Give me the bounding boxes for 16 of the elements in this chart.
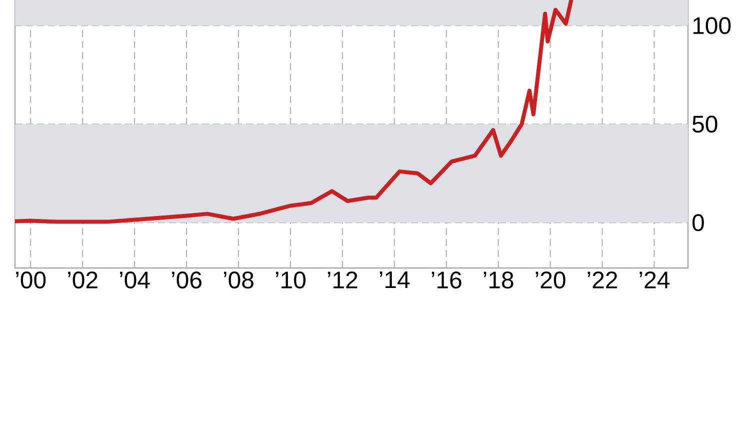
x-tick-label: ’10 [276, 272, 306, 289]
y-tick-label: 50 [692, 116, 718, 133]
x-tick-label: ’14 [380, 272, 410, 288]
x-tick-label: ’24 [640, 272, 670, 288]
y-tick-label: 100 [693, 17, 731, 34]
x-tick-label: ’12 [328, 272, 358, 288]
x-tick-label: ’20 [536, 272, 566, 289]
x-tick-label: ’02 [68, 272, 98, 289]
x-tick-label: ’04 [120, 272, 150, 289]
y-tick-label: 0 [692, 214, 704, 232]
x-tick-label: ’22 [588, 272, 618, 288]
x-tick-label: ’08 [224, 272, 254, 289]
x-tick-label: ’18 [484, 272, 514, 289]
x-tick-label: ’06 [172, 272, 202, 289]
x-tick-label: ’00 [16, 272, 46, 289]
x-tick-label: ’16 [432, 272, 462, 289]
